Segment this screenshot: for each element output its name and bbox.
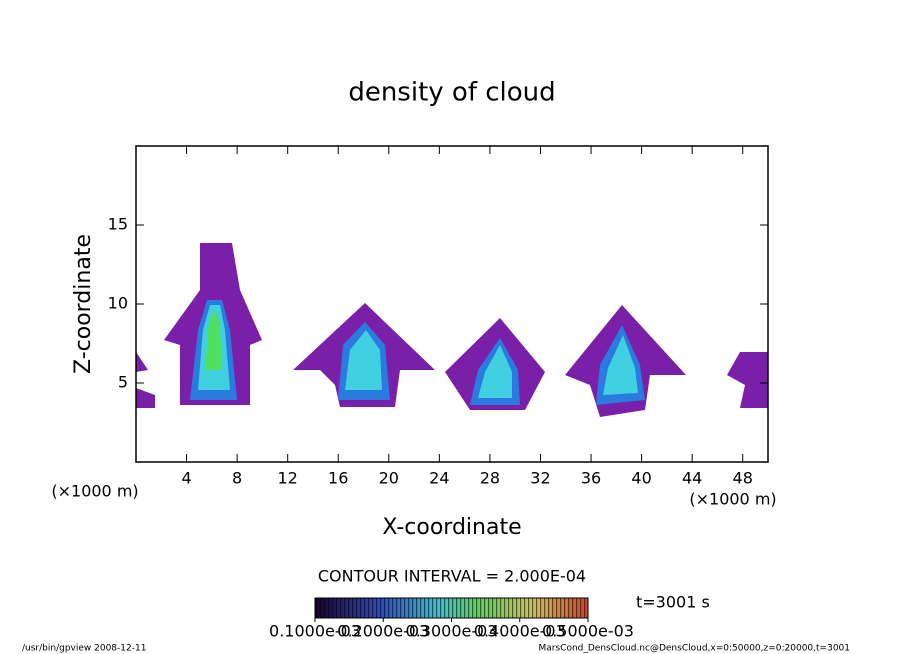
- x-tick-label: 28: [480, 469, 500, 488]
- chart-title: density of cloud: [348, 78, 555, 108]
- y-tick-label: 10: [108, 294, 128, 313]
- colorbar-tick-label: 0.4000e-03: [474, 622, 566, 641]
- time-label: t=3001 s: [636, 593, 710, 612]
- footer-left: /usr/bin/gpview 2008-12-11: [22, 644, 146, 654]
- footer-right: MarsCond_DensCloud.nc@DensCloud,x=0:5000…: [539, 644, 851, 654]
- colorbar-tick-label: 0.5000e-03: [542, 622, 634, 641]
- x-tick-label: 44: [682, 469, 702, 488]
- contour-interval: CONTOUR INTERVAL = 2.000E-04: [318, 567, 586, 586]
- x-tick-label: 20: [379, 469, 399, 488]
- colorbar-stripes: [315, 598, 588, 618]
- colorbar-tick-label: 0.3000e-03: [406, 622, 498, 641]
- x-tick-label: 24: [429, 469, 449, 488]
- x-tick-label: 12: [278, 469, 298, 488]
- x-tick-label: 8: [232, 469, 242, 488]
- x-tick-label: 4: [181, 469, 191, 488]
- x-tick-label: 48: [733, 469, 753, 488]
- colorbar-tick-label: 0.2000e-03: [337, 622, 429, 641]
- y-axis-label: Z-coordinate: [71, 234, 96, 374]
- x-tick-label: 40: [631, 469, 651, 488]
- x-tick-label: 36: [581, 469, 601, 488]
- y-tick-label: 15: [108, 215, 128, 234]
- x-unit: (×1000 m): [689, 490, 776, 509]
- y-tick-label: 5: [118, 373, 128, 392]
- colorbar-tick-label: 0.1000e-03: [269, 622, 361, 641]
- x-axis-label: X-coordinate: [382, 515, 521, 540]
- x-tick-label: 16: [328, 469, 348, 488]
- x-tick-label: 32: [530, 469, 550, 488]
- y-unit: (×1000 m): [51, 482, 138, 501]
- cloud-field: [136, 243, 768, 417]
